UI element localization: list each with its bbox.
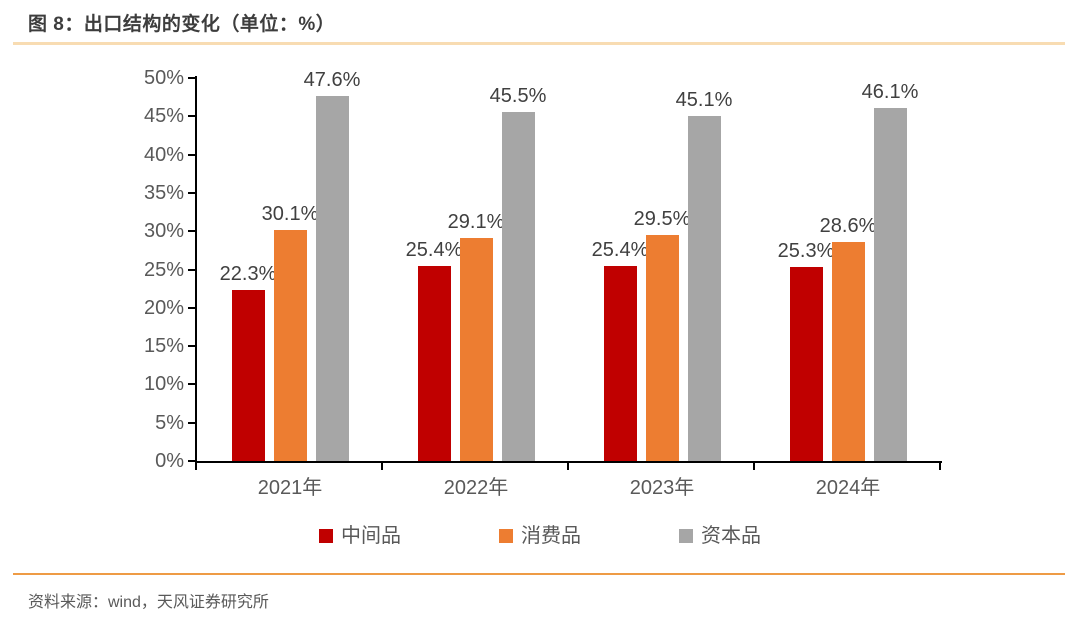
y-axis-tick-label: 50%	[143, 67, 184, 89]
x-axis-category-2022: 2022年	[443, 477, 509, 499]
legend-label-capital-goods: 资本品	[701, 525, 761, 547]
figure-title: 图 8：出口结构的变化（单位：%）	[28, 14, 336, 35]
y-axis-tick	[188, 460, 195, 462]
value-label-consumer-goods-2021: 30.1%	[261, 203, 319, 226]
y-axis-tick-label: 0%	[155, 450, 184, 472]
bar-intermediate-goods-2022	[417, 266, 451, 461]
y-axis-tick-label: 25%	[143, 258, 184, 281]
value-label-intermediate-goods-2022: 25.4%	[405, 239, 463, 262]
y-axis-tick	[188, 306, 195, 309]
y-axis-tick-label: 5%	[155, 411, 184, 434]
y-axis-tick-label: 20%	[143, 296, 184, 319]
value-label-intermediate-goods-2021: 22.3%	[219, 263, 277, 286]
x-axis-tick	[567, 463, 569, 470]
y-axis	[195, 76, 197, 463]
y-axis-tick	[188, 345, 195, 348]
y-axis-tick	[188, 153, 195, 156]
legend-swatch-intermediate-goods	[319, 529, 333, 543]
bar-capital-goods-2023	[687, 115, 721, 461]
y-axis-tick	[188, 230, 195, 233]
y-axis-tick-label: 40%	[143, 143, 184, 166]
legend-swatch-capital-goods	[679, 529, 693, 543]
bar-intermediate-goods-2021	[231, 290, 265, 461]
x-axis-tick	[195, 463, 197, 470]
x-axis-category-2023: 2023年	[629, 477, 695, 499]
value-label-intermediate-goods-2024: 25.3%	[777, 240, 835, 263]
y-axis-tick-label: 15%	[143, 335, 184, 358]
value-label-consumer-goods-2024: 28.6%	[819, 214, 877, 237]
bar-intermediate-goods-2024	[789, 267, 823, 461]
bar-consumer-goods-2024	[831, 241, 865, 461]
y-axis-tick	[188, 191, 195, 194]
x-axis-tick	[939, 463, 941, 470]
bar-capital-goods-2024	[873, 107, 907, 461]
y-axis-tick-label: 35%	[143, 181, 184, 204]
y-axis-tick	[188, 115, 195, 118]
value-label-capital-goods-2023: 45.1%	[675, 88, 733, 111]
value-label-capital-goods-2022: 45.5%	[489, 85, 547, 108]
source-divider-line	[13, 573, 1065, 575]
bar-capital-goods-2021	[315, 96, 349, 461]
x-axis	[195, 461, 942, 463]
x-axis-tick	[753, 463, 755, 470]
value-label-consumer-goods-2023: 29.5%	[633, 208, 691, 231]
x-axis-category-2021: 2021年	[257, 477, 323, 499]
y-axis-tick	[188, 383, 195, 386]
value-label-intermediate-goods-2023: 25.4%	[591, 239, 649, 262]
bar-consumer-goods-2022	[459, 238, 493, 461]
y-axis-tick-label: 10%	[143, 373, 184, 396]
legend-label-consumer-goods: 消费品	[521, 525, 581, 547]
legend-item-consumer-goods: 消费品	[499, 524, 581, 548]
title-divider-line	[13, 42, 1065, 45]
legend-swatch-consumer-goods	[499, 529, 513, 543]
legend-item-capital-goods: 资本品	[679, 524, 761, 548]
bar-consumer-goods-2021	[273, 230, 307, 461]
x-axis-tick	[381, 463, 383, 470]
bar-intermediate-goods-2023	[603, 266, 637, 461]
value-label-capital-goods-2021: 47.6%	[303, 69, 361, 92]
y-axis-tick	[188, 268, 195, 271]
value-label-capital-goods-2024: 46.1%	[861, 80, 919, 103]
y-axis-tick	[188, 77, 195, 79]
x-axis-category-2024: 2024年	[815, 477, 881, 499]
bar-capital-goods-2022	[501, 112, 535, 461]
y-axis-tick-label: 45%	[143, 105, 184, 128]
source-note: 资料来源：wind，天风证券研究所	[28, 594, 269, 611]
bar-consumer-goods-2023	[645, 235, 679, 461]
y-axis-tick-label: 30%	[143, 220, 184, 243]
chart-legend: 中间品 消费品 资本品	[0, 524, 1080, 548]
value-label-consumer-goods-2022: 29.1%	[447, 211, 505, 234]
legend-label-intermediate-goods: 中间品	[341, 525, 401, 547]
legend-item-intermediate-goods: 中间品	[319, 524, 401, 548]
y-axis-tick	[188, 421, 195, 424]
